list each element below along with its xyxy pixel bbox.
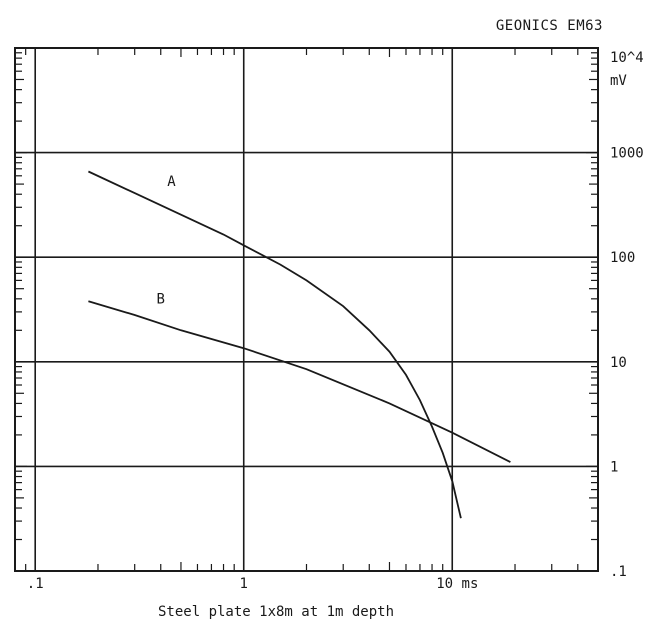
x-tick-label: 1 xyxy=(240,576,248,592)
y-tick-label: 10 xyxy=(610,355,627,371)
y-tick-label: 1000 xyxy=(610,146,644,162)
x-tick-label: 10 ms xyxy=(436,576,478,592)
series-label-b: B xyxy=(157,292,165,308)
chart-title: GEONICS EM63 xyxy=(496,18,603,34)
x-axis-label: Steel plate 1x8m at 1m depth xyxy=(158,604,394,620)
series-line-b xyxy=(88,300,511,463)
data-series xyxy=(88,170,511,519)
y-tick-label: 100 xyxy=(610,250,635,266)
y-unit-exponent: 10^4 xyxy=(610,50,644,66)
y-tick-label: .1 xyxy=(610,564,627,580)
y-tick-label: 1 xyxy=(610,459,618,475)
tick-labels: A B .1 1 10 ms .1 1 10 100 1000 xyxy=(27,146,644,592)
x-tick-label: .1 xyxy=(27,576,44,592)
plot-frame xyxy=(14,47,599,572)
series-line-a xyxy=(88,170,462,519)
y-unit-mv: mV xyxy=(610,73,627,89)
series-label-a: A xyxy=(167,174,176,190)
grid-lines xyxy=(15,48,598,571)
minor-ticks xyxy=(14,48,599,572)
